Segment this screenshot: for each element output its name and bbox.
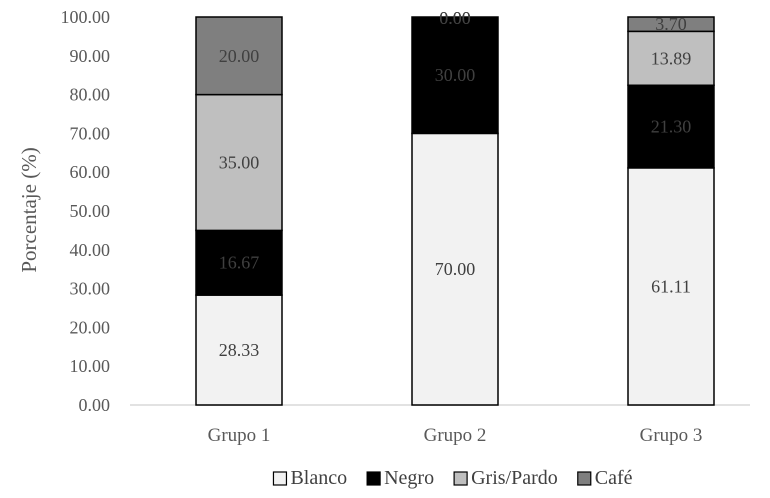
category-labels: Grupo 1 Grupo 2 Grupo 3 [208,425,703,446]
data-label: 21.30 [651,117,692,137]
y-tick-label: 0.00 [79,395,111,415]
data-label: 16.67 [219,253,260,273]
legend-swatch [272,471,288,486]
y-tick-label: 90.00 [70,46,111,66]
data-label: 0.00 [439,8,471,28]
y-tick-label: 80.00 [70,85,111,105]
legend-swatch [453,471,468,486]
bar-segment [627,16,715,33]
legend-swatch [366,471,381,486]
y-tick-label: 30.00 [70,279,111,299]
data-label: 35.00 [219,153,260,173]
data-label: 13.89 [651,48,692,68]
data-label: 28.33 [219,340,260,360]
bar-segment [411,16,499,135]
legend-label: Gris/Pardo [471,467,558,489]
data-label: 20.00 [219,46,260,66]
bar-segment [195,294,283,406]
bar-segment [627,30,715,86]
category-label: Grupo 3 [640,425,703,446]
bar-segment [627,167,715,406]
y-tick-label: 100.00 [61,7,111,27]
legend-item: Blanco [272,467,347,489]
data-label: 30.00 [435,65,476,85]
legend-item: Negro [366,467,434,489]
data-label: 3.70 [655,14,687,34]
legend-label: Negro [384,467,434,489]
data-label: 61.11 [651,276,691,296]
y-tick-label: 50.00 [70,201,111,221]
y-tick-label: 40.00 [70,240,111,260]
y-axis-ticks: 0.00 10.00 20.00 30.00 40.00 50.00 60.00 70.00 8… [61,7,111,415]
bar-segment [195,16,283,96]
legend-label: Blanco [290,467,347,489]
legend-swatch [577,471,592,486]
category-label: Grupo 1 [208,425,271,446]
y-tick-label: 70.00 [70,123,111,143]
legend-label: Café [595,467,633,489]
y-tick-label: 60.00 [70,162,111,182]
y-tick-label: 10.00 [70,356,111,376]
y-axis-label: Porcentaje (%) [17,147,41,272]
legend-item: Café [577,467,633,489]
legend: Blanco Negro Gris/Pardo Café [272,467,633,489]
legend-item: Gris/Pardo [453,467,558,489]
bar-segment [411,132,499,406]
bars: 28.3316.6735.0020.0070.0030.000.000.0061… [195,8,715,406]
bar-segment [195,229,283,296]
data-label: 70.00 [435,259,476,279]
y-tick-label: 20.00 [70,317,111,337]
bar-segment [627,84,715,169]
data-label: 0.00 [439,8,471,28]
category-label: Grupo 2 [424,425,487,446]
